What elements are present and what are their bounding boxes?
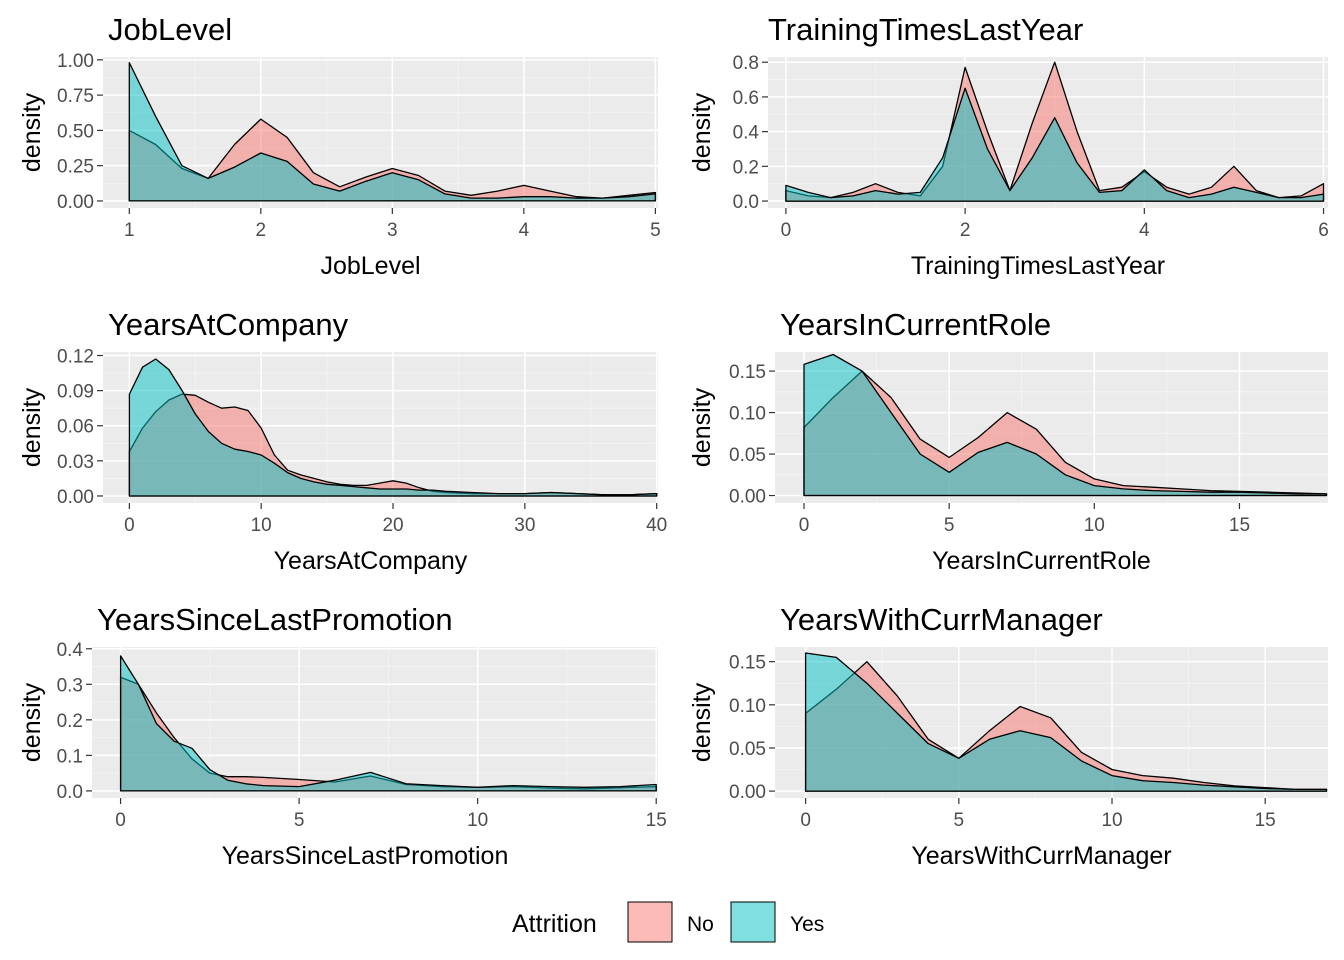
- y-tick-label: 0.2: [733, 157, 759, 178]
- density-area-yes: [785, 87, 1325, 202]
- y-tick-label: 0.25: [57, 157, 94, 178]
- x-axis-title: YearsInCurrentRole: [932, 547, 1151, 575]
- y-tick-label: 0.2: [57, 711, 83, 732]
- y-tick-label: 0.00: [57, 192, 94, 213]
- x-tick-label: 4: [1139, 220, 1150, 241]
- y-axis-title: density: [688, 387, 716, 467]
- x-tick-label: 40: [646, 515, 667, 536]
- panel-title: TrainingTimesLastYear: [768, 12, 1083, 47]
- y-tick-label: 0.0: [733, 192, 759, 213]
- y-tick-label: 0.3: [57, 675, 83, 696]
- x-tick-label: 0: [800, 810, 811, 831]
- y-tick-label: 0.15: [729, 362, 766, 383]
- x-tick-label: 0: [115, 810, 126, 831]
- x-tick-label: 4: [519, 220, 530, 241]
- y-tick-label: 0.05: [729, 739, 766, 760]
- y-tick-label: 0.50: [57, 121, 94, 142]
- y-tick-label: 0.12: [57, 347, 94, 368]
- x-tick-label: 10: [1084, 515, 1105, 536]
- x-tick-label: 20: [382, 515, 403, 536]
- y-tick-label: 0.4: [57, 640, 84, 661]
- y-tick-label: 1.00: [57, 51, 94, 72]
- y-axis-title: density: [18, 92, 46, 172]
- panel-title: YearsSinceLastPromotion: [97, 602, 453, 637]
- x-axis-title: TrainingTimesLastYear: [911, 252, 1165, 280]
- x-axis-title: YearsWithCurrManager: [911, 842, 1171, 870]
- y-tick-label: 0.1: [57, 746, 83, 767]
- panel-yearsatcompany: 0 10 20 30 40 0.00 0.03 0.06 0.09 0.12 YearsAtComp…: [18, 307, 667, 575]
- y-tick-label: 0.6: [733, 88, 759, 109]
- x-tick-label: 6: [1318, 220, 1329, 241]
- panel-trainingtimeslastyear: 0 2 4 6 0.0 0.2 0.4 0.6 0.8 TrainingTimesLastYear…: [688, 12, 1329, 280]
- x-axis-title: YearsSinceLastPromotion: [222, 842, 509, 870]
- x-tick-label: 1: [124, 220, 135, 241]
- x-tick-label: 15: [1255, 810, 1276, 831]
- y-axis-title: density: [688, 92, 716, 172]
- x-tick-label: 2: [256, 220, 267, 241]
- x-tick-label: 2: [960, 220, 971, 241]
- panel-title: YearsAtCompany: [108, 307, 349, 342]
- density-area-yes: [803, 353, 1328, 497]
- panel-title: YearsInCurrentRole: [780, 307, 1051, 342]
- x-tick-label: 15: [1229, 515, 1250, 536]
- x-tick-label: 5: [650, 220, 661, 241]
- legend-label-no: No: [687, 913, 714, 936]
- y-axis-title: density: [18, 387, 46, 467]
- y-tick-label: 0.05: [729, 445, 766, 466]
- x-tick-label: 15: [646, 810, 667, 831]
- legend-label-yes: Yes: [790, 913, 824, 936]
- x-tick-label: 5: [944, 515, 955, 536]
- x-axis-title: JobLevel: [320, 252, 420, 280]
- y-tick-label: 0.00: [57, 487, 94, 508]
- y-tick-label: 0.15: [729, 653, 766, 674]
- legend-swatch-yes: [730, 901, 776, 943]
- panel-yearsincurrentrole: 0 5 10 15 0.00 0.05 0.10 0.15 YearsInCurrentRole…: [688, 307, 1328, 575]
- legend-swatch-no: [627, 901, 673, 943]
- y-tick-label: 0.00: [729, 782, 766, 803]
- y-tick-label: 0.75: [57, 86, 94, 107]
- y-tick-label: 0.03: [57, 452, 94, 473]
- density-area-yes: [128, 358, 658, 497]
- density-area-yes: [804, 652, 1328, 792]
- y-tick-label: 0.4: [733, 123, 760, 144]
- x-tick-label: 3: [387, 220, 398, 241]
- y-tick-label: 0.00: [729, 487, 766, 508]
- y-tick-label: 0.0: [57, 782, 83, 803]
- density-area-yes: [128, 61, 657, 202]
- panel-yearssincelastpromotion: 0 5 10 15 0.0 0.1 0.2 0.3 0.4 YearsSinceLastPromo…: [18, 602, 667, 870]
- legend-title: Attrition: [512, 910, 597, 938]
- x-axis-title: YearsAtCompany: [274, 547, 468, 575]
- panel-yearswithcurrmanager: 0 5 10 15 0.00 0.05 0.10 0.15 YearsWithCurrManag…: [688, 602, 1328, 870]
- x-tick-label: 10: [467, 810, 488, 831]
- y-tick-label: 0.8: [733, 53, 759, 74]
- legend: Attrition No Yes: [512, 901, 824, 943]
- x-tick-label: 0: [124, 515, 135, 536]
- y-tick-label: 0.06: [57, 417, 94, 438]
- x-tick-label: 10: [1101, 810, 1122, 831]
- x-tick-label: 5: [954, 810, 965, 831]
- density-area-yes: [119, 655, 657, 792]
- y-tick-label: 0.10: [729, 696, 766, 717]
- panels: 1 2 3 4 50.000.250.500.751.00JobLevelJobLeve…: [18, 12, 1329, 870]
- x-tick-label: 5: [294, 810, 305, 831]
- y-tick-label: 0.10: [729, 404, 766, 425]
- x-tick-label: 0: [799, 515, 810, 536]
- x-tick-label: 0: [781, 220, 792, 241]
- y-axis-title: density: [18, 682, 46, 762]
- panel-joblevel: 1 2 3 4 5 0.00 0.25 0.50 0.75 1.00 JobLevel JobLeve…: [18, 12, 661, 280]
- panel-title: YearsWithCurrManager: [780, 602, 1103, 637]
- y-tick-label: 0.09: [57, 382, 94, 403]
- x-tick-label: 30: [514, 515, 535, 536]
- x-tick-label: 10: [251, 515, 272, 536]
- y-axis-title: density: [688, 682, 716, 762]
- panel-title: JobLevel: [108, 12, 232, 47]
